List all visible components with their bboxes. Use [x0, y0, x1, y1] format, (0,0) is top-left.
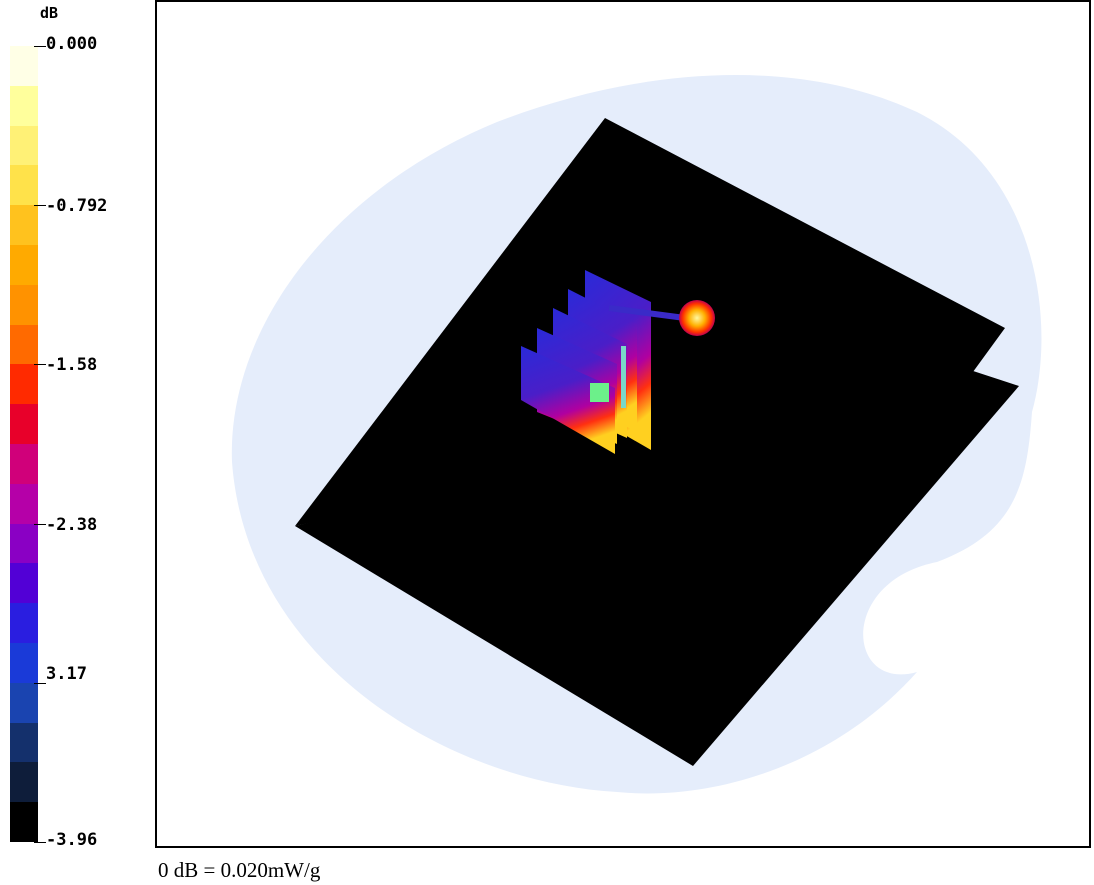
color-scale-legend: dB 0.000 -0.792 -1.58 -2.38 3.17 -3.96 [0, 0, 150, 860]
tick-label-5: 3.17 [46, 664, 87, 684]
color-scale-bar [10, 46, 38, 843]
tick-label-min: -3.96 [46, 830, 98, 850]
tick-mark [34, 205, 46, 206]
color-band [10, 563, 38, 604]
color-band [10, 802, 38, 843]
color-band [10, 364, 38, 405]
color-band [10, 125, 38, 166]
color-band [10, 762, 38, 803]
sar-scan-view [231, 74, 1042, 794]
color-band [10, 722, 38, 763]
legend-unit: dB [40, 4, 59, 22]
tick-mark [34, 842, 46, 843]
scan-slice [521, 346, 615, 454]
color-band [10, 444, 38, 484]
tick-mark [34, 46, 46, 47]
tick-mark [34, 524, 46, 525]
color-band [10, 245, 38, 285]
peak-marker [590, 383, 609, 402]
zoom-scan-slices [521, 270, 651, 454]
color-band [10, 643, 38, 683]
color-band [10, 404, 38, 445]
color-band [10, 324, 38, 365]
color-band [10, 284, 38, 325]
hotspot [679, 300, 715, 336]
tick-mark [34, 683, 46, 684]
tick-mark [34, 364, 46, 365]
tick-label-4: -2.38 [46, 515, 98, 535]
tick-label-3: -1.58 [46, 355, 98, 375]
tick-label-2: -0.792 [46, 196, 108, 216]
color-band [10, 85, 38, 126]
reference-caption: 0 dB = 0.020mW/g [158, 858, 321, 882]
color-band [10, 46, 38, 86]
probe-tail [608, 305, 686, 321]
sar-plot-area [155, 0, 1091, 848]
color-band [10, 603, 38, 644]
color-band [10, 205, 38, 246]
color-band [10, 523, 38, 564]
probe-rod [621, 346, 626, 408]
color-band [10, 682, 38, 723]
tick-label-max: 0.000 [46, 34, 98, 54]
color-band [10, 165, 38, 206]
color-band [10, 483, 38, 524]
scan-plane-lower [295, 369, 1019, 766]
